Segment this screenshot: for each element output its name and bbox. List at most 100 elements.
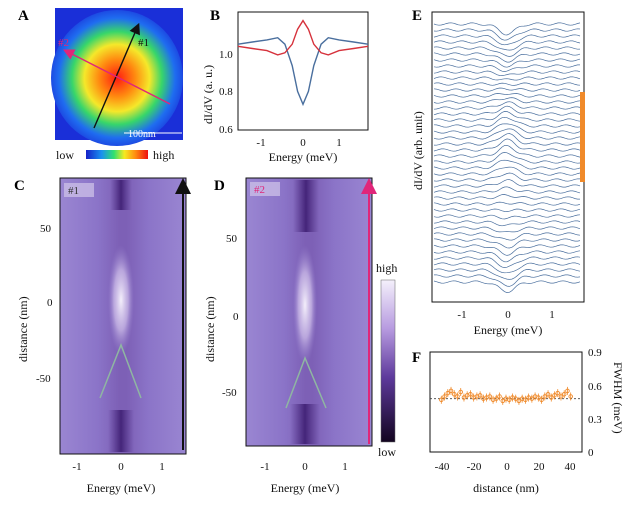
- panel-d-bright-band: [293, 245, 317, 365]
- panel-e-trace: [433, 226, 581, 233]
- panel-b-xtick-1: 1: [336, 137, 342, 149]
- panel-f-ytick-0.9: 0.9: [588, 347, 602, 359]
- panel-d-colorbar-high: high: [376, 261, 397, 275]
- panel-e-waterfall: [433, 22, 581, 293]
- panel-e-trace: [433, 244, 581, 256]
- panel-d-xtick-neg1: -1: [260, 461, 269, 473]
- panel-e-trace: [433, 34, 581, 46]
- panel-e-trace: [433, 97, 581, 104]
- panel-d-dark-top: [293, 180, 319, 232]
- panel-f-point: [439, 397, 444, 403]
- panel-e-trace: [433, 201, 581, 206]
- panel-e-trace: [433, 128, 581, 140]
- panel-a-heatmap-blob: [51, 10, 183, 146]
- panel-e-trace: [433, 144, 581, 158]
- panel-c-xtick-1: 1: [159, 461, 165, 473]
- panel-f-point: [542, 394, 548, 399]
- panel-c-ytick-50: 50: [40, 223, 52, 235]
- panel-f-point: [468, 391, 473, 397]
- panel-e-trace: [433, 123, 581, 134]
- panel-f-label: F: [412, 350, 421, 366]
- panel-e-trace: [433, 220, 581, 227]
- panel-f-xtick-20: 20: [534, 461, 546, 473]
- panel-e-trace: [433, 262, 581, 274]
- panel-e-trace: [433, 40, 581, 51]
- panel-b-label: B: [210, 8, 220, 24]
- panel-e-trace: [433, 22, 581, 36]
- panel-e-trace: [433, 82, 581, 86]
- panel-e-trace: [433, 268, 581, 280]
- panel-a-scalebar-label: 100nm: [128, 129, 156, 140]
- panel-e-trace: [433, 166, 581, 176]
- panel-a-line2-tag: #2: [58, 37, 69, 49]
- panel-c-ylabel: distance (nm): [16, 296, 30, 362]
- panel-d-guide-lines: [285, 355, 327, 409]
- panel-e-trace: [433, 186, 581, 194]
- panel-d-label: D: [214, 178, 225, 194]
- panel-e-highlight-bar: [580, 92, 585, 182]
- panel-f-xlabel: distance (nm): [473, 481, 539, 495]
- panel-e-trace: [433, 93, 581, 98]
- panel-f-chart: [429, 351, 583, 453]
- panel-b-chart: [237, 11, 369, 131]
- panel-f-point: [536, 395, 541, 400]
- panel-f-point: [555, 390, 560, 396]
- panel-d-ytick-neg50: -50: [222, 387, 237, 399]
- panel-a-colorbar-low: low: [56, 148, 74, 162]
- panel-c-dark-top: [110, 180, 132, 210]
- panel-b-ytick-1.0: 1.0: [219, 49, 233, 61]
- panel-f-point: [461, 395, 467, 400]
- panel-f-point: [552, 393, 557, 398]
- panel-c-ytick-0: 0: [47, 297, 53, 309]
- panel-d-ytick-50: 50: [226, 233, 238, 245]
- panel-c-label: C: [14, 178, 25, 194]
- panel-e-trace: [433, 238, 581, 249]
- panel-f-xtick-40: 40: [565, 461, 577, 473]
- panel-f-point: [452, 391, 457, 397]
- panel-e-trace: [433, 232, 581, 241]
- panel-b-series-2: [237, 19, 369, 56]
- panel-e-trace: [433, 152, 581, 164]
- panel-b-ylabel: dI/dV (a. u.): [201, 65, 215, 124]
- panel-e-xtick-neg1: -1: [457, 309, 466, 321]
- panel-f-point: [523, 397, 528, 403]
- panel-b-xlabel: Energy (meV): [269, 150, 338, 164]
- panel-f-point: [445, 390, 451, 396]
- panel-f-point: [448, 388, 454, 394]
- panel-c-xlabel: Energy (meV): [87, 481, 156, 495]
- panel-f-point: [487, 394, 493, 399]
- panel-e-trace: [433, 133, 581, 146]
- panel-f-point: [506, 397, 512, 403]
- panel-f-point: [458, 389, 463, 395]
- panel-f-point: [455, 394, 460, 399]
- panel-c-xtick-neg1: -1: [72, 461, 81, 473]
- panel-e-trace: [433, 116, 581, 128]
- panel-f-point: [565, 388, 570, 394]
- panel-f-point: [568, 394, 573, 399]
- panel-c-guide-lines: [99, 342, 142, 399]
- panel-e-xtick-0: 0: [505, 309, 511, 321]
- panel-c-tag: #1: [68, 185, 79, 197]
- panel-e-trace: [433, 256, 581, 268]
- panel-f-point: [442, 394, 447, 399]
- panel-f-point: [516, 398, 522, 404]
- panel-e-trace: [433, 70, 581, 76]
- panel-e-trace: [433, 274, 581, 287]
- panel-d-frame: [245, 177, 373, 447]
- panel-e-trace: [433, 58, 581, 68]
- panel-d-colorbar: [380, 279, 396, 443]
- panel-d-dark-bottom: [290, 404, 320, 444]
- panel-e-trace: [433, 179, 581, 188]
- panel-b-series-1: [237, 36, 369, 107]
- panel-f-point: [477, 393, 483, 398]
- panel-f-point: [545, 391, 551, 397]
- panel-e-trace: [433, 46, 581, 57]
- panel-b-ytick-0.6: 0.6: [219, 124, 233, 136]
- panel-e-trace: [433, 87, 581, 92]
- panel-c-tag-box: [64, 183, 94, 197]
- panel-e-trace: [433, 76, 581, 81]
- panel-a-label: A: [18, 8, 29, 24]
- panel-a-colorbar-high: high: [153, 148, 174, 162]
- panel-e-trace: [433, 250, 581, 263]
